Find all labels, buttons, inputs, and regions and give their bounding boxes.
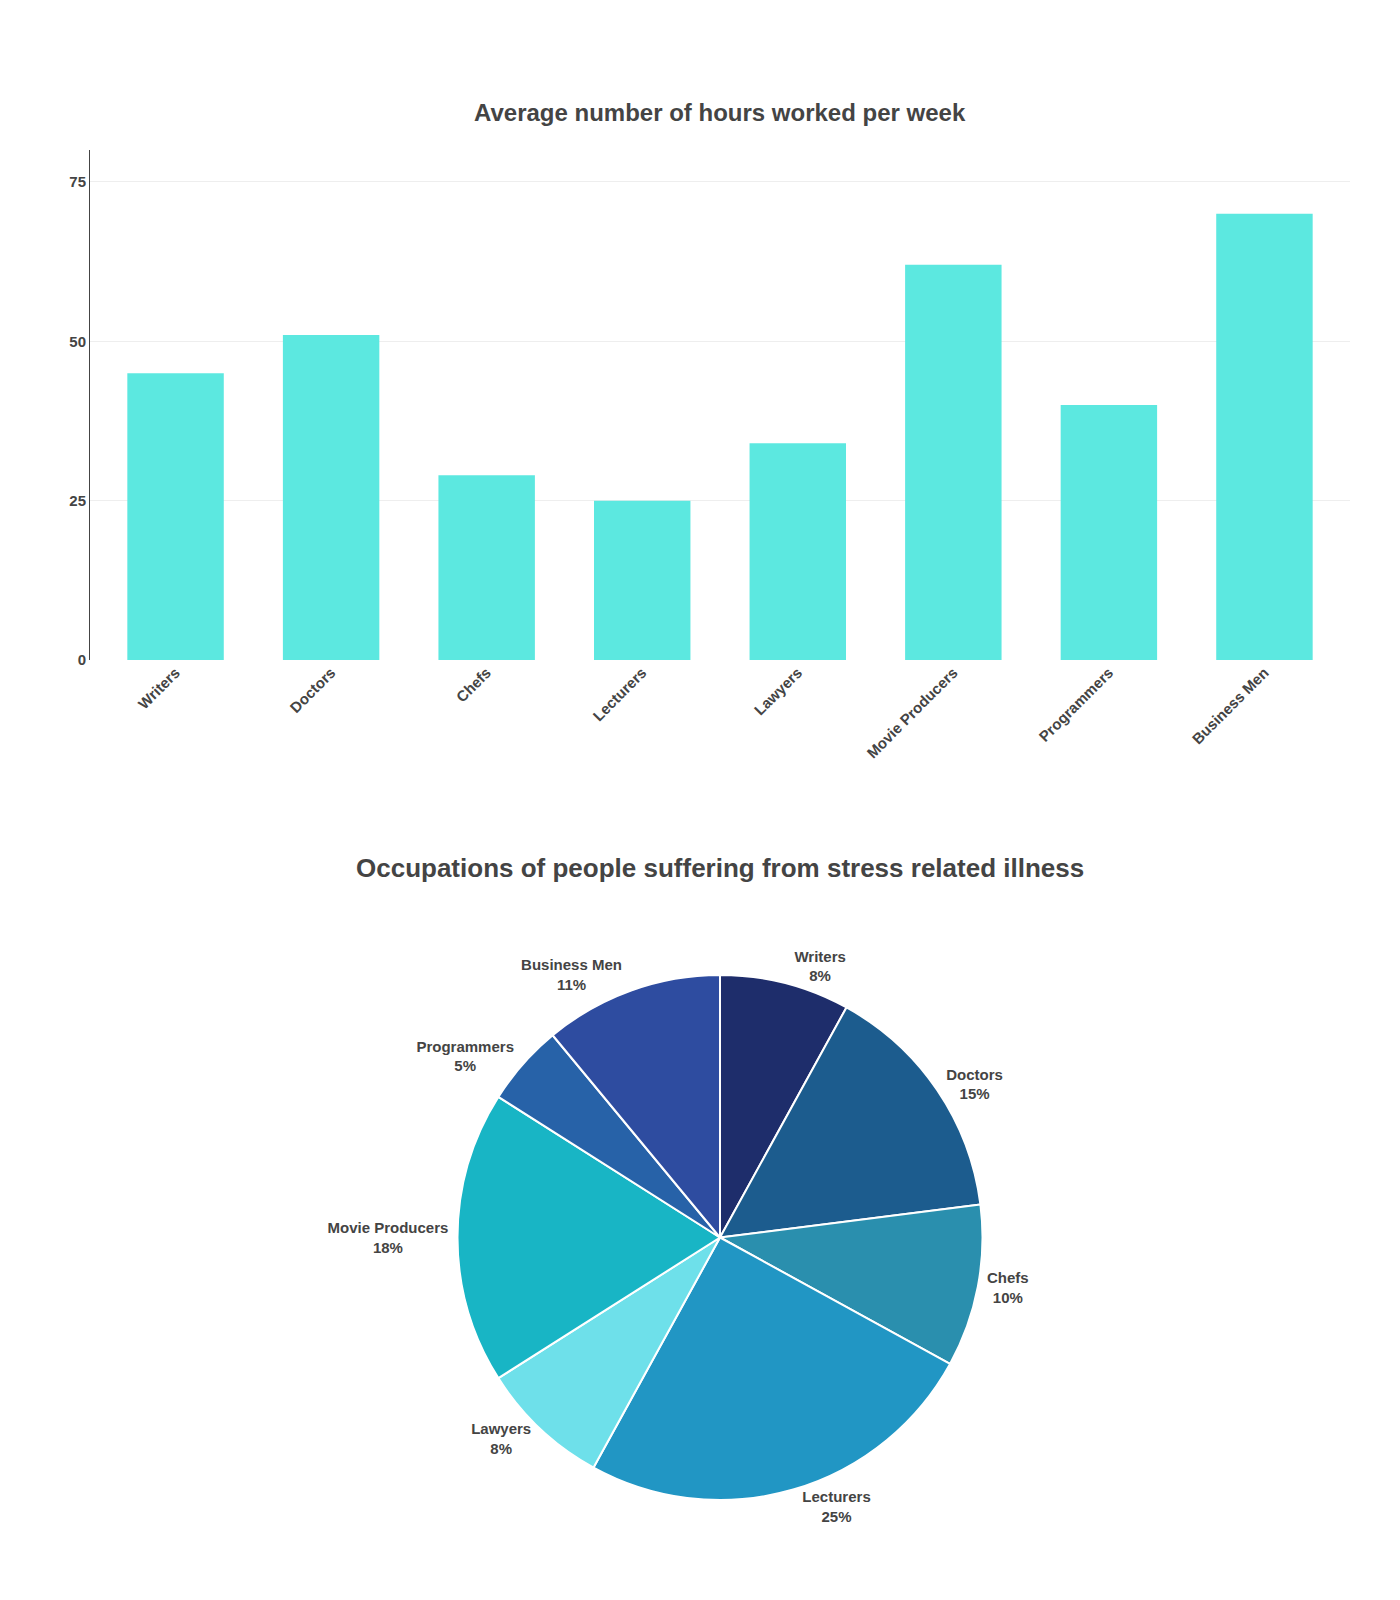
svg-text:Programmers5%: Programmers5% — [416, 1038, 514, 1075]
svg-text:Doctors15%: Doctors15% — [946, 1066, 1003, 1103]
svg-text:Chefs: Chefs — [453, 664, 494, 705]
svg-text:Movie Producers18%: Movie Producers18% — [328, 1219, 449, 1256]
svg-text:Average number of hours worked: Average number of hours worked per week — [474, 99, 966, 126]
svg-text:Programmers: Programmers — [1035, 664, 1116, 745]
svg-text:Occupations of people sufferin: Occupations of people suffering from str… — [356, 853, 1084, 883]
svg-text:Movie Producers: Movie Producers — [863, 664, 960, 761]
svg-text:75: 75 — [69, 173, 86, 190]
svg-text:25: 25 — [69, 492, 86, 509]
svg-text:Lecturers: Lecturers — [589, 664, 649, 724]
svg-text:50: 50 — [69, 333, 86, 350]
svg-text:Business Men11%: Business Men11% — [521, 956, 622, 993]
svg-text:Lecturers25%: Lecturers25% — [802, 1488, 870, 1525]
svg-text:Lawyers: Lawyers — [751, 664, 805, 718]
svg-text:Lawyers8%: Lawyers8% — [471, 1420, 531, 1457]
svg-text:0: 0 — [78, 651, 86, 668]
svg-text:Business Men: Business Men — [1189, 664, 1272, 747]
svg-text:Chefs10%: Chefs10% — [987, 1269, 1029, 1306]
svg-text:Writers8%: Writers8% — [794, 948, 845, 985]
svg-text:Writers: Writers — [135, 664, 183, 712]
svg-text:Doctors: Doctors — [286, 664, 338, 716]
